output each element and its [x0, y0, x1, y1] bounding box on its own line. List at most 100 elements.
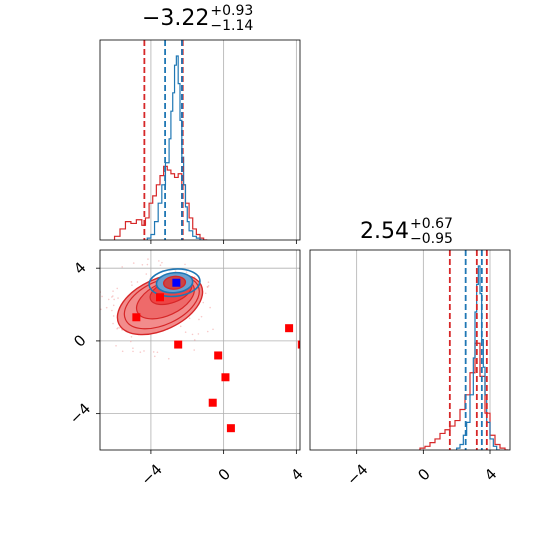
sample-point	[101, 295, 103, 298]
axes-frame	[309, 249, 511, 451]
red-square-marker	[221, 373, 230, 382]
bottom-right-title: 2.54 +0.67 −0.95	[360, 217, 453, 247]
red-square-marker	[156, 293, 164, 302]
x-tick-label: 0	[215, 465, 234, 484]
red-square-marker	[297, 340, 300, 349]
red-square-marker	[174, 340, 183, 349]
sample-point	[95, 322, 97, 324]
sample-point	[130, 335, 133, 338]
sample-point	[112, 315, 115, 317]
top-left-title-value: −3.22	[142, 6, 210, 31]
top-left-title-plus: +0.93	[210, 3, 254, 19]
sample-point	[193, 339, 196, 341]
red-histogram	[113, 165, 208, 240]
sample-point	[159, 264, 162, 267]
axes-frame	[99, 249, 301, 451]
bottom-left-panel	[91, 250, 300, 450]
sample-point	[153, 355, 156, 358]
y-tick-label: 4	[70, 258, 89, 277]
sample-point	[141, 263, 144, 266]
sample-point	[174, 270, 177, 272]
sample-point	[143, 350, 145, 352]
y-tick-label: 0	[70, 331, 89, 350]
sample-point	[112, 304, 115, 307]
sample-point	[116, 287, 119, 290]
sample-point	[93, 324, 95, 326]
sample-point	[198, 318, 200, 321]
sample-point	[131, 284, 133, 286]
sample-point	[121, 266, 123, 268]
sample-point	[112, 322, 114, 325]
red-histogram	[419, 342, 509, 450]
sample-point	[156, 351, 159, 354]
axes-frame	[99, 39, 301, 241]
blue-histogram	[456, 265, 500, 450]
sample-point	[136, 281, 139, 283]
sample-point	[209, 306, 211, 309]
red-square-marker	[214, 351, 223, 360]
sample-point	[158, 260, 160, 262]
sample-point	[145, 273, 148, 275]
sample-point	[112, 290, 114, 292]
sample-point	[206, 330, 209, 333]
bottom-right-panel	[356, 250, 509, 450]
sample-point	[130, 340, 132, 343]
sample-point	[184, 263, 186, 266]
red-square-marker	[132, 313, 141, 322]
sample-point	[191, 333, 194, 336]
sample-point	[179, 325, 182, 328]
sample-point	[207, 285, 210, 287]
sample-point	[132, 262, 135, 264]
x-tick-label: −4	[137, 461, 165, 489]
sample-point	[204, 292, 207, 295]
red-square-marker	[285, 324, 294, 333]
sample-point	[111, 309, 113, 312]
sample-point	[212, 328, 214, 331]
red-square-marker	[226, 424, 235, 433]
bottom-right-title-plus: +0.67	[409, 216, 453, 232]
sample-point	[119, 327, 121, 329]
sample-point	[197, 333, 200, 335]
sample-point	[117, 297, 119, 299]
sample-point	[147, 258, 149, 260]
top-left-title: −3.22 +0.93 −1.14	[142, 4, 253, 34]
blue-square-marker	[172, 278, 181, 287]
sample-point	[202, 301, 205, 304]
sample-point	[113, 298, 115, 301]
bottom-right-title-minus: −0.95	[409, 231, 453, 247]
x-tick-label: −4	[343, 461, 371, 489]
x-tick-label: 4	[481, 465, 500, 484]
sample-point	[97, 320, 99, 322]
sample-point	[132, 347, 134, 350]
top-left-panel	[113, 40, 297, 240]
x-tick-label: 0	[414, 465, 433, 484]
sample-point	[200, 315, 203, 318]
top-left-title-minus: −1.14	[210, 18, 254, 34]
sample-point	[112, 295, 114, 297]
red-square-marker	[208, 398, 217, 407]
blue-contour-outer	[148, 268, 201, 298]
x-tick-label: 4	[287, 465, 306, 484]
sample-point	[100, 308, 102, 311]
sample-point	[139, 351, 142, 353]
sample-point	[93, 296, 95, 298]
sample-point	[184, 331, 187, 333]
sample-point	[167, 357, 170, 360]
blue-histogram	[146, 55, 204, 240]
sample-point	[207, 281, 210, 284]
sample-point	[115, 345, 117, 347]
sample-point	[105, 306, 108, 309]
sample-point	[146, 263, 149, 266]
sample-point	[185, 271, 188, 273]
sample-point	[91, 298, 93, 300]
sample-point	[121, 350, 124, 353]
sample-point	[132, 350, 134, 353]
sample-point	[206, 286, 209, 288]
y-tick-label: −4	[66, 399, 94, 427]
sample-point	[116, 327, 118, 330]
sample-point	[96, 296, 98, 298]
sample-point	[161, 261, 163, 264]
sample-point	[152, 351, 155, 353]
sample-point	[107, 298, 110, 301]
